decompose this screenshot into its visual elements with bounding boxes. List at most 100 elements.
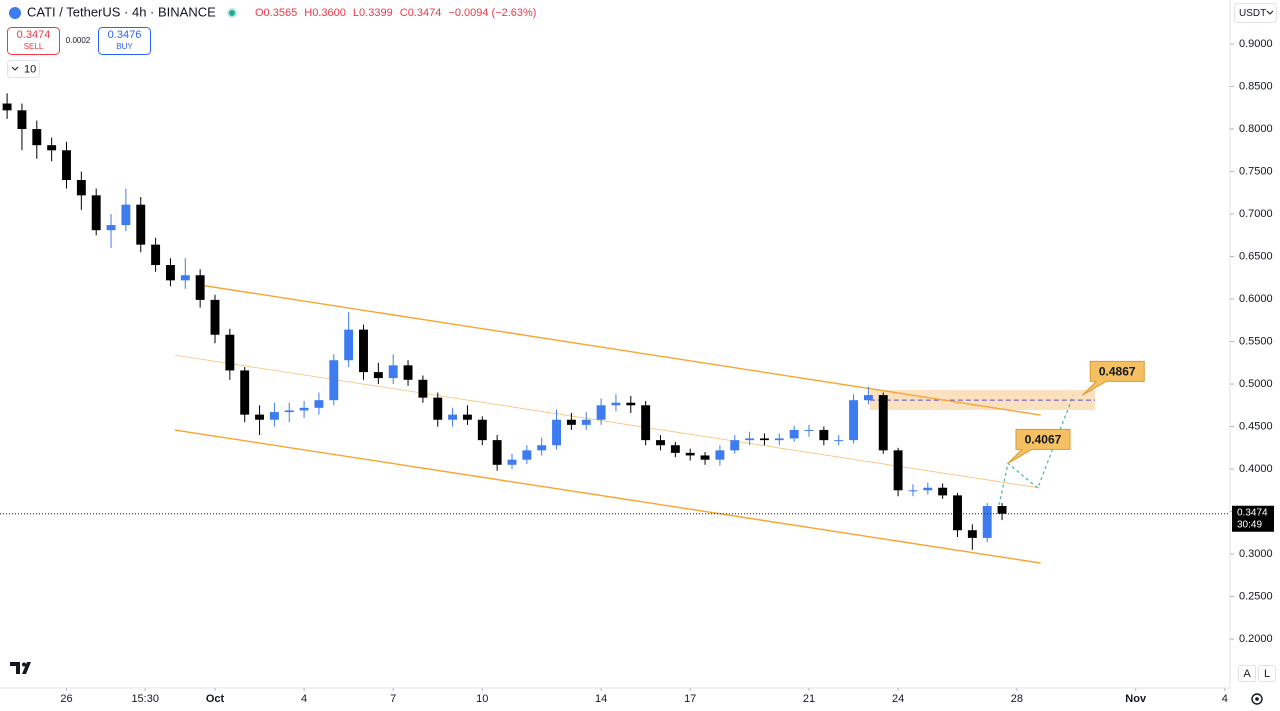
last-price-label: 0.3474	[1237, 507, 1268, 518]
y-tick-label: 0.4000	[1239, 463, 1273, 475]
candle-body	[789, 429, 799, 439]
y-tick-label: 0.5500	[1239, 335, 1273, 347]
candle-body	[819, 429, 829, 441]
candle-body	[240, 370, 250, 415]
candle-body	[641, 405, 651, 441]
settings-icon-center	[1255, 697, 1259, 701]
candle-body	[225, 334, 235, 371]
candle-body	[730, 440, 740, 451]
candle-body	[596, 405, 606, 420]
candle-body	[210, 299, 220, 335]
x-tick-label: 14	[595, 693, 607, 705]
x-tick-label: 24	[892, 693, 904, 705]
y-tick-label: 0.3000	[1239, 548, 1273, 560]
y-tick-label: 0.6500	[1239, 250, 1273, 262]
candle-body	[685, 452, 695, 456]
projection-path	[998, 395, 1074, 506]
x-tick-label: 4	[301, 693, 307, 705]
y-tick-label: 0.8000	[1239, 123, 1273, 135]
candle-body	[626, 402, 636, 406]
candle-body	[359, 329, 368, 373]
y-tick-label: 0.4500	[1239, 420, 1273, 432]
candle-body	[32, 129, 42, 146]
candle-body	[106, 225, 116, 231]
indicators-toggle[interactable]	[7, 60, 40, 78]
candle-body	[552, 419, 562, 446]
y-tick-label: 0.8500	[1239, 80, 1273, 92]
candle-body	[953, 495, 962, 531]
ohlc: O0.3565 H0.3600 L0.3399 C0.3474 −0.0094 …	[255, 7, 536, 19]
candle-body	[745, 438, 755, 441]
plot-area: 0.4067 0.4867	[0, 93, 1230, 564]
x-tick-label: Nov	[1125, 693, 1147, 705]
candle-body	[878, 395, 888, 451]
buy-button[interactable]	[98, 27, 151, 55]
candle-body	[314, 400, 324, 408]
candle-body	[893, 450, 903, 491]
ohlc-high: H0.3600	[304, 7, 346, 19]
x-tick-label: 21	[803, 693, 815, 705]
trendline	[200, 284, 1041, 416]
sell-label: SELL	[24, 42, 44, 51]
ohlc-open: O0.3565	[255, 7, 297, 19]
target-callout	[1081, 360, 1145, 396]
trendline	[174, 429, 1041, 564]
candle-body	[566, 419, 576, 425]
x-tick-label: 10	[476, 693, 488, 705]
candle-body	[923, 487, 933, 491]
candle-body	[255, 414, 265, 420]
target-label: 0.4867	[1099, 365, 1136, 379]
candle-body	[967, 530, 977, 538]
target-callout	[1007, 428, 1071, 464]
settings-icon[interactable]	[1251, 693, 1263, 705]
symbol-icon	[9, 7, 21, 19]
candle-body	[997, 506, 1007, 514]
currency-button[interactable]	[1234, 3, 1277, 23]
auto-scale-button[interactable]	[1238, 665, 1256, 682]
y-tick-label: 0.7000	[1239, 208, 1273, 220]
candle-body	[329, 360, 339, 401]
x-tick-label: Oct	[206, 693, 225, 705]
candle-body	[938, 487, 948, 496]
target-label: 0.4067	[1025, 433, 1062, 447]
status-dot	[229, 10, 235, 16]
sell-button[interactable]	[7, 27, 60, 55]
candle-body	[700, 455, 710, 460]
candle-body	[581, 419, 591, 425]
candle-body	[492, 440, 502, 465]
symbol-title[interactable]: CATI / TetherUS · 4h · BINANCE	[27, 4, 216, 19]
candle-body	[62, 150, 71, 181]
buy-label: BUY	[116, 42, 133, 51]
candle-body	[121, 204, 131, 226]
candle-body	[982, 506, 992, 538]
candle-body	[611, 402, 621, 406]
y-tick-label: 0.2000	[1239, 633, 1273, 645]
y-tick-label: 0.6000	[1239, 293, 1273, 305]
candle-body	[195, 275, 205, 300]
log-scale: L	[1264, 668, 1270, 680]
spread: 0.0002	[66, 36, 91, 45]
candle-body	[17, 110, 27, 130]
countdown: 30:49	[1237, 519, 1262, 530]
chevron	[11, 66, 19, 71]
candle-body	[759, 438, 769, 441]
candle-body	[834, 440, 844, 442]
candle-body	[165, 265, 175, 281]
ohlc-close: C0.3474	[400, 7, 442, 19]
sell-price: 0.3474	[17, 29, 51, 41]
candle-body	[522, 450, 532, 460]
last-price-badge	[1232, 505, 1274, 532]
y-tick-label: 0.5000	[1239, 378, 1273, 390]
x-tick-label: 15:30	[131, 693, 159, 705]
logo-dot	[22, 662, 26, 667]
ohlc-low: L0.3399	[353, 7, 393, 19]
y-tick-label: 0.9000	[1239, 38, 1273, 50]
candle-body	[477, 419, 487, 441]
log-scale-button[interactable]	[1258, 665, 1276, 682]
candle-body	[507, 459, 517, 465]
y-tick-label: 0.7500	[1239, 165, 1273, 177]
candle-body	[774, 438, 784, 441]
x-tick-label: 7	[390, 693, 396, 705]
